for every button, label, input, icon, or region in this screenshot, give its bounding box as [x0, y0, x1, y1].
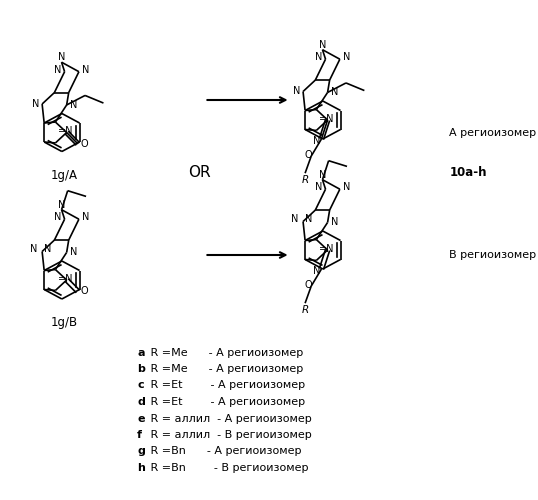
Text: N: N	[82, 212, 90, 222]
Text: O: O	[81, 286, 88, 296]
Text: R =Et        - А региоизомер: R =Et - А региоизомер	[147, 380, 305, 390]
Text: N: N	[30, 244, 37, 254]
Text: a: a	[137, 348, 145, 358]
Text: R =Et        - А региоизомер: R =Et - А региоизомер	[147, 397, 305, 407]
Text: R =Bn      - А региоизомер: R =Bn - А региоизомер	[147, 446, 301, 456]
Text: N: N	[293, 86, 300, 97]
Text: c: c	[137, 380, 144, 390]
Text: O: O	[81, 139, 88, 149]
Text: b: b	[137, 364, 145, 374]
Text: =N: =N	[58, 274, 74, 283]
Text: g: g	[137, 446, 145, 456]
Text: N: N	[54, 64, 61, 74]
Text: N: N	[70, 248, 78, 258]
Text: N: N	[70, 100, 78, 110]
Text: 1g/A: 1g/A	[51, 168, 78, 181]
Text: N: N	[44, 244, 51, 254]
Text: O: O	[305, 280, 313, 289]
Text: R =Bn        - В региоизомер: R =Bn - В региоизомер	[147, 463, 308, 473]
Text: 1g/B: 1g/B	[51, 316, 78, 329]
Text: N: N	[82, 64, 90, 74]
Text: R = аллил  - В региоизомер: R = аллил - В региоизомер	[147, 430, 312, 440]
Text: R =Me      - А региоизомер: R =Me - А региоизомер	[147, 348, 303, 358]
Text: N: N	[32, 99, 39, 109]
Text: =N: =N	[58, 126, 74, 136]
Text: N: N	[331, 218, 339, 228]
Text: 10a-h: 10a-h	[449, 166, 487, 179]
Text: R: R	[301, 174, 309, 184]
Text: =N: =N	[319, 244, 335, 254]
Text: N: N	[320, 170, 327, 179]
Text: O: O	[305, 150, 313, 160]
Text: R: R	[301, 304, 309, 314]
Text: N: N	[320, 40, 327, 50]
Text: N: N	[315, 182, 322, 192]
Text: N: N	[343, 182, 351, 192]
Text: N: N	[315, 52, 322, 62]
Text: N: N	[59, 52, 66, 62]
Text: N: N	[305, 214, 312, 224]
Text: N: N	[291, 214, 298, 224]
Text: R =Me      - А региоизомер: R =Me - А региоизомер	[147, 364, 303, 374]
Text: В региоизомер: В региоизомер	[449, 250, 536, 260]
Text: N: N	[331, 88, 339, 98]
Text: =N: =N	[319, 114, 335, 124]
Text: N: N	[54, 212, 61, 222]
Text: h: h	[137, 463, 145, 473]
Text: А региоизомер: А региоизомер	[449, 128, 536, 138]
Text: N: N	[343, 52, 351, 62]
Text: OR: OR	[188, 165, 210, 180]
Text: N: N	[313, 136, 320, 146]
Text: f: f	[137, 430, 142, 440]
Text: d: d	[137, 397, 145, 407]
Text: R = аллил  - А региоизомер: R = аллил - А региоизомер	[147, 414, 312, 424]
Text: N: N	[59, 200, 66, 209]
Text: e: e	[137, 414, 145, 424]
Text: N: N	[313, 266, 320, 276]
